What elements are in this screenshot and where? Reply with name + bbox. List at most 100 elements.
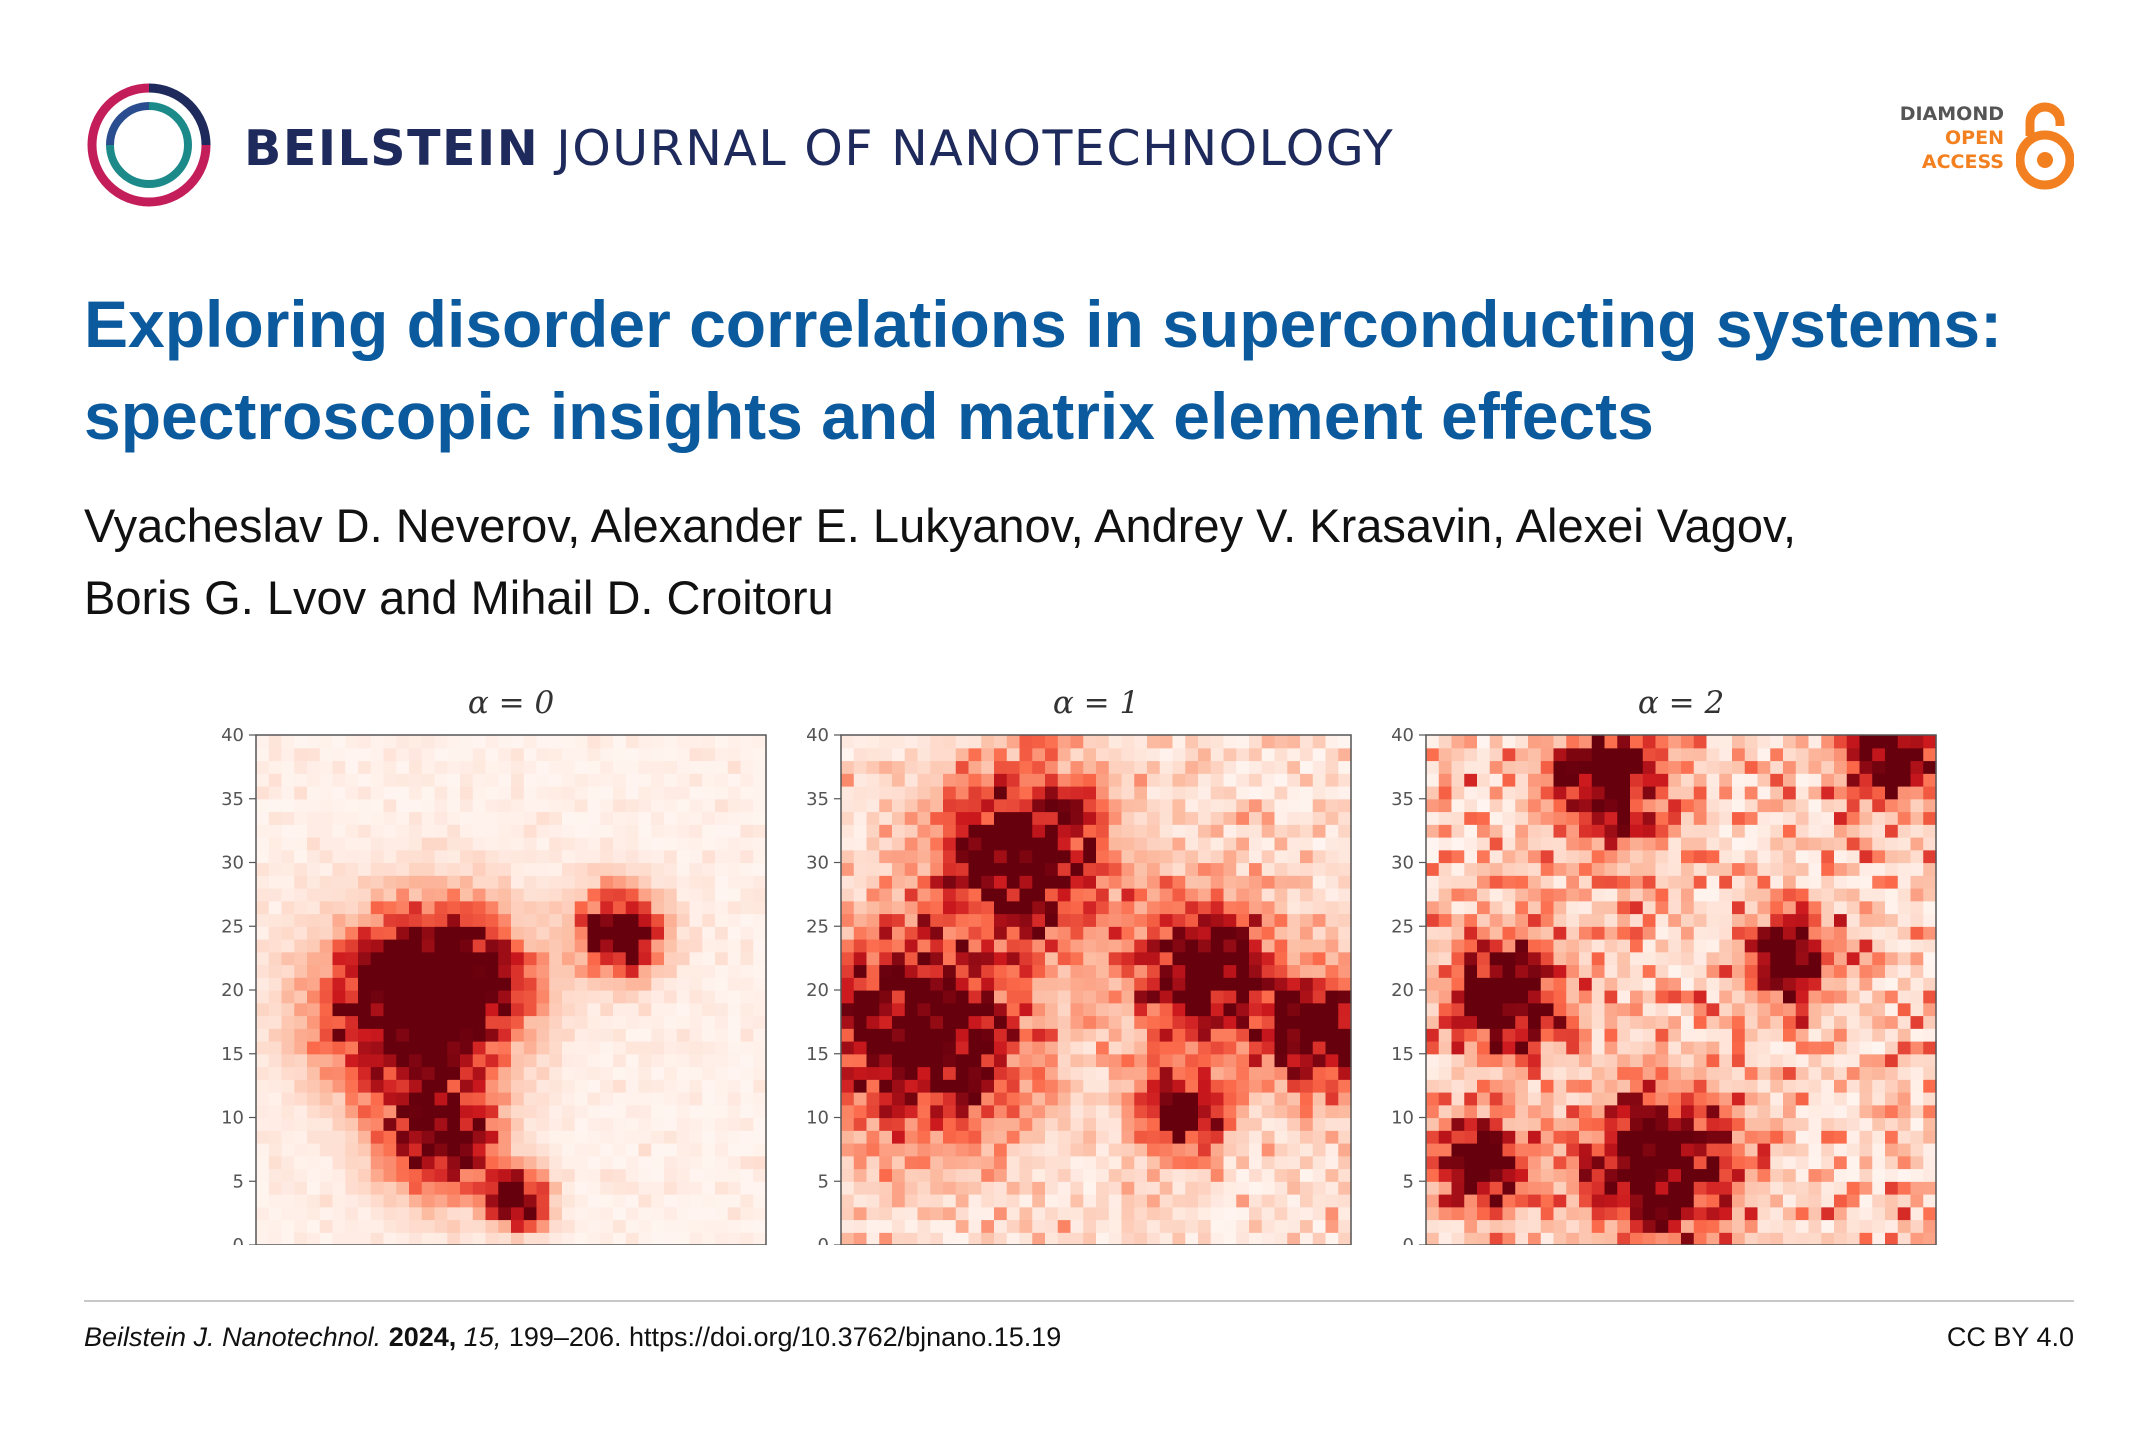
heatmap-cell bbox=[1897, 849, 1912, 864]
heatmap-cell bbox=[485, 875, 499, 889]
heatmap-cell bbox=[664, 913, 678, 927]
heatmap-cell bbox=[1070, 1117, 1084, 1131]
heatmap-cell bbox=[511, 849, 525, 864]
heatmap-cell bbox=[396, 1206, 410, 1221]
heatmap-cell bbox=[981, 1002, 995, 1017]
heatmap-cell bbox=[409, 951, 423, 966]
heatmap-cell bbox=[294, 1219, 308, 1233]
heatmap-cell bbox=[1261, 1028, 1276, 1042]
heatmap-cell bbox=[715, 786, 729, 800]
heatmap-cell bbox=[1732, 1053, 1746, 1068]
citation-pages-doi[interactable]: 199–206. https://doi.org/10.3762/bjnano.… bbox=[508, 1322, 1062, 1352]
heatmap-cell bbox=[841, 990, 855, 1004]
heatmap-cell bbox=[740, 1130, 754, 1144]
heatmap-cell bbox=[1630, 1206, 1644, 1221]
heatmap-cell bbox=[1744, 747, 1759, 762]
heatmap-cell bbox=[358, 1168, 372, 1182]
heatmap-cell bbox=[715, 1104, 729, 1119]
heatmap-cell bbox=[1604, 913, 1618, 927]
heatmap-cell bbox=[332, 951, 346, 966]
heatmap-cell bbox=[943, 1232, 957, 1245]
heatmap-cell bbox=[536, 1041, 550, 1055]
heatmap-cell bbox=[536, 1015, 550, 1029]
heatmap-cell bbox=[472, 1079, 487, 1093]
heatmap-cell bbox=[1438, 875, 1453, 889]
heatmap-cell bbox=[268, 837, 283, 851]
heatmap-cell bbox=[676, 939, 691, 953]
heatmap-cell bbox=[676, 1155, 691, 1170]
heatmap-cell bbox=[981, 786, 995, 800]
heatmap-cell bbox=[1236, 951, 1250, 966]
heatmap-cell bbox=[1655, 964, 1669, 978]
heatmap-cell bbox=[523, 939, 538, 953]
heatmap-cell bbox=[307, 773, 321, 787]
heatmap-cell bbox=[523, 760, 538, 774]
heatmap-cell bbox=[1108, 990, 1123, 1004]
heatmap-cell bbox=[1210, 811, 1225, 825]
heatmap-cell bbox=[917, 1117, 931, 1131]
heatmap-cell bbox=[1553, 1066, 1567, 1080]
heatmap-cell bbox=[574, 1002, 589, 1017]
heatmap-cell bbox=[1757, 849, 1771, 864]
heatmap-cell bbox=[879, 1028, 893, 1042]
heatmap-cell bbox=[1223, 849, 1237, 864]
heatmap-cell bbox=[1808, 811, 1822, 825]
heatmap-cell bbox=[1693, 760, 1708, 774]
heatmap-cell bbox=[1783, 760, 1797, 774]
heatmap-cell bbox=[472, 747, 487, 762]
heatmap-cell bbox=[879, 837, 893, 851]
heatmap-cell bbox=[1477, 977, 1491, 991]
heatmap-cell bbox=[1236, 1028, 1250, 1042]
heatmap-cell bbox=[1210, 735, 1225, 749]
heatmap-cell bbox=[1070, 1041, 1084, 1055]
heatmap-cell bbox=[587, 1168, 601, 1182]
heatmap-cell bbox=[1172, 760, 1186, 774]
heatmap-cell bbox=[587, 964, 601, 978]
heatmap-cell bbox=[1681, 760, 1695, 774]
heatmap-cell bbox=[715, 1206, 729, 1221]
heatmap-cell bbox=[1566, 1066, 1580, 1080]
heatmap-cell bbox=[689, 888, 703, 902]
heatmap-cell bbox=[1274, 951, 1288, 966]
heatmap-cell bbox=[460, 811, 474, 825]
heatmap-cell bbox=[511, 1181, 525, 1195]
heatmap-cell bbox=[1464, 1079, 1478, 1093]
heatmap-cell bbox=[955, 1232, 970, 1245]
heatmap-cell bbox=[702, 837, 716, 851]
heatmap-cell bbox=[664, 1104, 678, 1119]
heatmap-cell bbox=[358, 1130, 372, 1144]
heatmap-cell bbox=[1540, 1002, 1555, 1017]
heatmap-cell bbox=[1795, 849, 1810, 864]
heatmap-cell bbox=[1885, 1041, 1899, 1055]
heatmap-cell bbox=[1464, 824, 1478, 838]
heatmap-cell bbox=[511, 811, 525, 825]
heatmap-cell bbox=[1108, 1206, 1123, 1221]
heatmap-cell bbox=[562, 1053, 576, 1068]
heatmap-cell bbox=[1325, 1130, 1339, 1144]
heatmap-cell bbox=[472, 875, 487, 889]
heatmap-cell bbox=[574, 951, 589, 966]
heatmap-cell bbox=[702, 811, 716, 825]
heatmap-cell bbox=[1897, 1219, 1912, 1233]
heatmap-cell bbox=[955, 1053, 970, 1068]
heatmap-cell bbox=[1083, 786, 1097, 800]
heatmap-cell bbox=[319, 1206, 334, 1221]
heatmap-cell bbox=[1300, 977, 1314, 991]
heatmap-cell bbox=[715, 1002, 729, 1017]
heatmap-cell bbox=[1477, 964, 1491, 978]
heatmap-cell bbox=[1617, 760, 1631, 774]
heatmap-cell bbox=[358, 1053, 372, 1068]
heatmap-cell bbox=[1185, 1181, 1199, 1195]
heatmap-cell bbox=[1591, 1066, 1606, 1080]
heatmap-cell bbox=[676, 1194, 691, 1208]
heatmap-cell bbox=[841, 786, 855, 800]
heatmap-cell bbox=[943, 939, 957, 953]
heatmap-cell bbox=[1502, 1079, 1516, 1093]
heatmap-cell bbox=[1591, 747, 1606, 762]
y-tick-label: 0 bbox=[233, 1235, 244, 1245]
heatmap-cell bbox=[1528, 1002, 1542, 1017]
heatmap-cell bbox=[994, 1143, 1008, 1157]
heatmap-cell bbox=[613, 926, 627, 940]
heatmap-cell bbox=[1274, 747, 1288, 762]
heatmap-cell bbox=[1668, 798, 1682, 813]
